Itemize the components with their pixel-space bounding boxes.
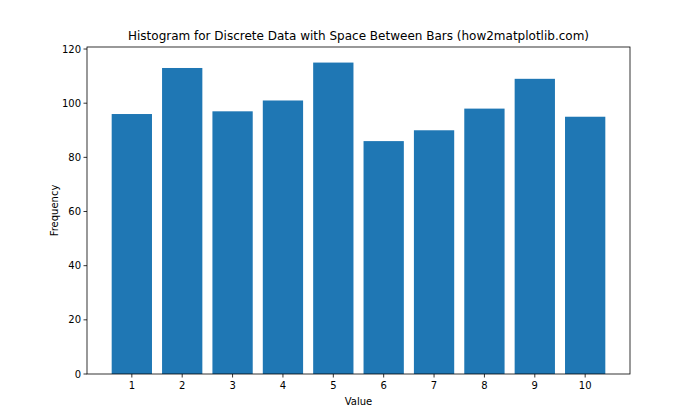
x-tick (484, 374, 485, 378)
x-axis-label: Value (345, 396, 372, 407)
bar (212, 111, 252, 374)
background (0, 0, 700, 420)
bar (565, 117, 605, 374)
bars (112, 63, 606, 374)
x-tick (434, 374, 435, 378)
x-tick-label: 3 (229, 380, 235, 391)
chart-container: 12345678910020406080100120Histogram for … (0, 0, 700, 420)
y-tick (84, 374, 88, 375)
bar (515, 79, 555, 374)
y-tick (84, 265, 88, 266)
x-tick-label: 8 (481, 380, 487, 391)
x-tick (232, 374, 233, 378)
x-tick (534, 374, 535, 378)
y-tick-label: 60 (68, 206, 81, 217)
x-tick-label: 7 (431, 380, 437, 391)
x-tick (333, 374, 334, 378)
x-tick-label: 6 (380, 380, 386, 391)
x-tick-label: 4 (280, 380, 286, 391)
x-tick-label: 9 (532, 380, 538, 391)
y-axis-label: Frequency (49, 185, 60, 237)
chart-title: Histogram for Discrete Data with Space B… (128, 29, 589, 43)
bar (464, 109, 504, 374)
x-tick-label: 5 (330, 380, 336, 391)
x-tick-label: 2 (179, 380, 185, 391)
y-tick-label: 120 (62, 44, 81, 55)
bar (112, 114, 152, 374)
chart-svg: 12345678910020406080100120Histogram for … (0, 0, 700, 420)
y-tick (84, 319, 88, 320)
x-tick (585, 374, 586, 378)
x-tick-label: 1 (129, 380, 135, 391)
y-tick-label: 100 (62, 98, 81, 109)
y-tick (84, 211, 88, 212)
x-tick (131, 374, 132, 378)
bar (263, 100, 303, 374)
y-tick (84, 103, 88, 104)
x-tick (182, 374, 183, 378)
y-tick-label: 80 (68, 152, 81, 163)
y-tick-label: 0 (75, 369, 81, 380)
bar (414, 130, 454, 374)
y-tick-label: 40 (68, 260, 81, 271)
x-tick (282, 374, 283, 378)
bar (162, 68, 202, 374)
x-tick-label: 10 (579, 380, 592, 391)
y-tick-label: 20 (68, 314, 81, 325)
y-tick (84, 49, 88, 50)
bar (313, 63, 353, 374)
x-tick (383, 374, 384, 378)
bar (364, 141, 404, 374)
y-tick (84, 157, 88, 158)
plot-frame (87, 47, 630, 374)
